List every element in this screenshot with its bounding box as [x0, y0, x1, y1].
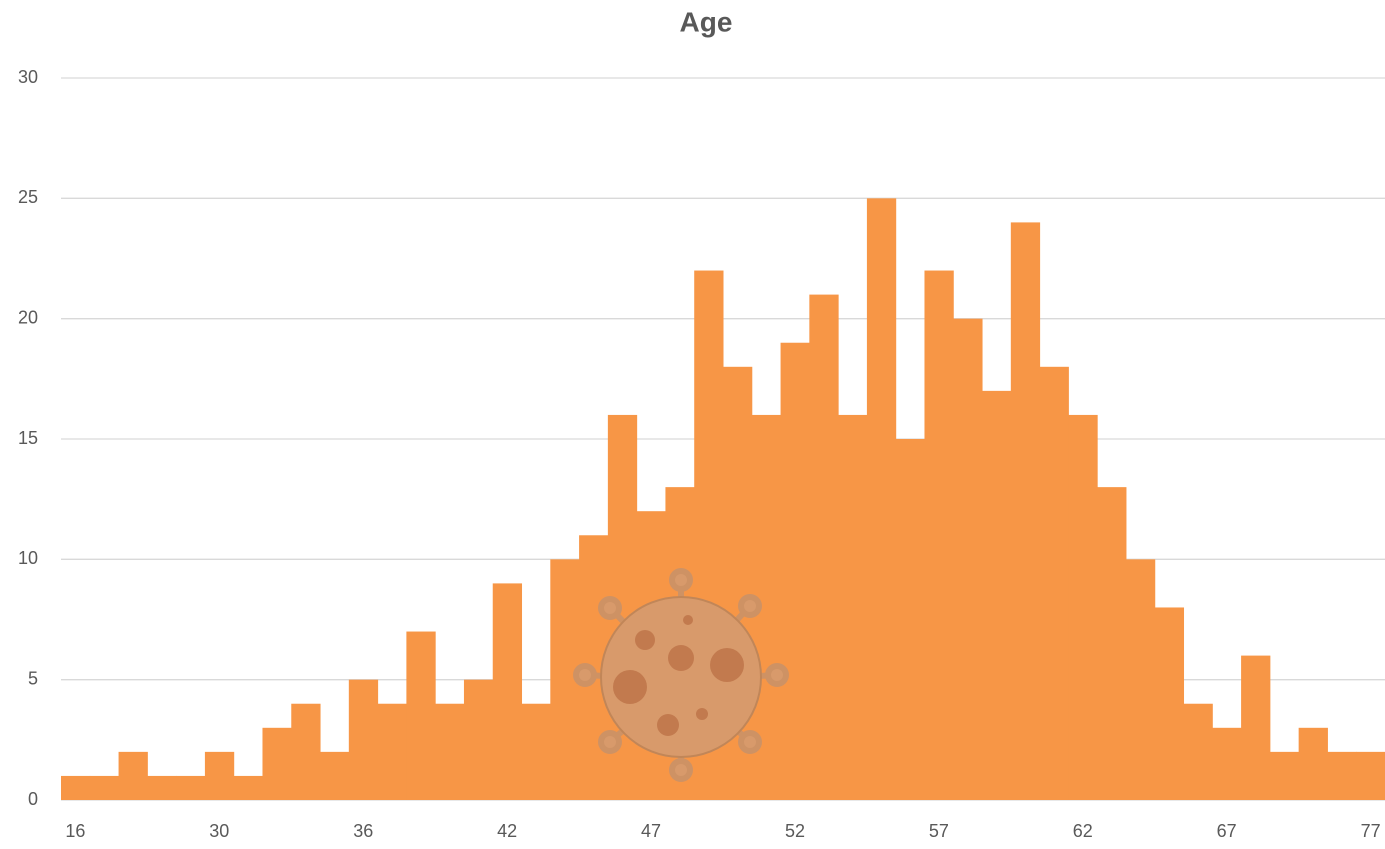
bar	[1040, 367, 1069, 800]
chart-title: Age	[680, 6, 733, 37]
bar	[1011, 222, 1040, 800]
bar	[435, 704, 464, 800]
bar	[953, 319, 982, 800]
bar	[1068, 415, 1097, 800]
bar	[464, 680, 493, 800]
bar	[1097, 487, 1126, 800]
bar	[119, 752, 148, 800]
page: Age 05101520253016303642475257626777 (()…	[0, 0, 1385, 849]
bar	[61, 776, 90, 800]
y-tick-label: 30	[18, 67, 38, 87]
y-tick-label: 10	[18, 548, 38, 568]
bar	[896, 439, 925, 800]
virus-icon	[576, 571, 786, 779]
y-tick-label: 15	[18, 428, 38, 448]
bar	[205, 752, 234, 800]
x-tick-label: 47	[641, 821, 661, 841]
bar	[1356, 752, 1385, 800]
bar	[1327, 752, 1356, 800]
x-tick-label: 30	[209, 821, 229, 841]
y-tick-label: 5	[28, 668, 38, 688]
x-tick-label: 16	[65, 821, 85, 841]
bar	[234, 776, 263, 800]
x-tick-label: 57	[929, 821, 949, 841]
bar	[982, 391, 1011, 800]
bar	[924, 271, 953, 800]
bar	[838, 415, 867, 800]
bar	[147, 776, 176, 800]
x-tick-label: 67	[1217, 821, 1237, 841]
bar	[1155, 607, 1184, 800]
bar	[867, 198, 896, 800]
bar	[809, 295, 838, 800]
x-tick-label: 52	[785, 821, 805, 841]
bar	[320, 752, 349, 800]
bar	[522, 704, 551, 800]
bar	[1184, 704, 1213, 800]
bar	[378, 704, 407, 800]
bar	[1126, 559, 1155, 800]
x-tick-label: 62	[1073, 821, 1093, 841]
x-tick-label: 42	[497, 821, 517, 841]
bar	[176, 776, 205, 800]
bar	[262, 728, 291, 800]
y-tick-label: 20	[18, 307, 38, 327]
bar	[1241, 656, 1270, 800]
bar	[291, 704, 320, 800]
bar	[1270, 752, 1299, 800]
bar	[1212, 728, 1241, 800]
chart: Age 0 5 10 15 20 25 30 16 30 36 42 47 52 57 62 67 77	[0, 0, 1385, 844]
bar	[406, 632, 435, 800]
y-tick-label: 0	[28, 789, 38, 809]
y-tick-label: 25	[18, 187, 38, 207]
bar	[493, 583, 522, 800]
x-tick-label: 77	[1361, 821, 1381, 841]
bar	[90, 776, 119, 800]
x-tick-label: 36	[353, 821, 373, 841]
bar	[349, 680, 378, 800]
bar	[781, 343, 810, 800]
bar	[1299, 728, 1328, 800]
